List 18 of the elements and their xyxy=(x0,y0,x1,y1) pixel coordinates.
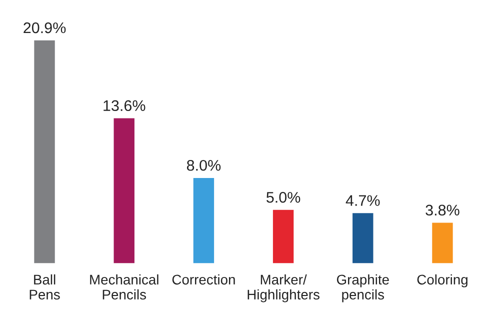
data-label: 4.7% xyxy=(346,195,380,206)
x-tick-label: Marker/ Highlighters xyxy=(248,274,320,302)
x-tick-label: Graphite pencils xyxy=(336,274,389,302)
bar xyxy=(34,40,55,264)
x-tick-label: Coloring xyxy=(417,274,468,288)
x-tick-label: Correction xyxy=(172,274,235,285)
bar xyxy=(432,222,453,264)
data-label: 3.8% xyxy=(426,204,460,216)
x-tick-label: Mechanical Pencils xyxy=(90,274,158,300)
data-label: 5.0% xyxy=(266,192,300,203)
data-label: 13.6% xyxy=(104,100,146,112)
bar xyxy=(114,118,134,264)
bar xyxy=(193,178,214,264)
bar xyxy=(352,213,374,264)
data-label: 8.0% xyxy=(186,160,221,171)
data-label: 20.9% xyxy=(24,22,66,34)
bar xyxy=(272,210,294,264)
x-tick-label: Ball Pens xyxy=(30,274,60,300)
